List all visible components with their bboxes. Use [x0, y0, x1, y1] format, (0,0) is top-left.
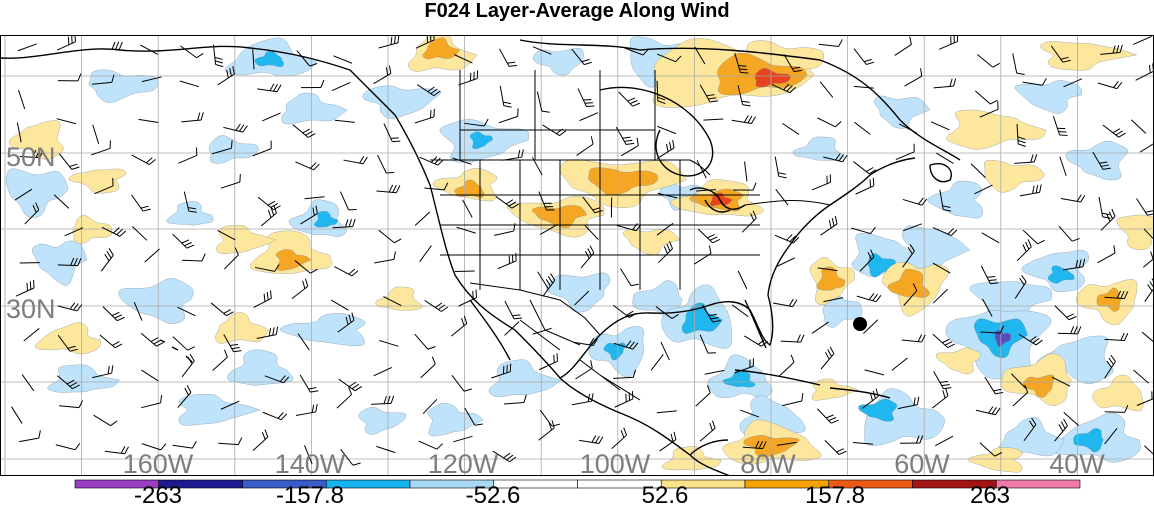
- colorbar: [74, 479, 1081, 489]
- wind-barbs: [11, 35, 1154, 466]
- lon-label-80w: 80W: [740, 449, 796, 479]
- colorbar-label: 263: [969, 482, 1011, 509]
- colorbar-label: -157.8: [275, 482, 345, 509]
- lon-label-40w: 40W: [1049, 449, 1105, 479]
- map-title: F024 Layer-Average Along Wind: [424, 0, 730, 22]
- lat-label-50n: 50N: [6, 142, 56, 172]
- colorbar-label: -263: [133, 482, 183, 509]
- lat-label-30n: 30N: [6, 294, 56, 324]
- lon-label-100w: 100W: [580, 449, 651, 479]
- storm-marker: [853, 317, 867, 331]
- lon-label-120w: 120W: [428, 449, 499, 479]
- colorbar-label: 157.8: [804, 482, 866, 509]
- lon-label-160w: 160W: [123, 449, 194, 479]
- colorbar-label: -52.6: [465, 482, 521, 509]
- colorbar-swatch: [995, 479, 1081, 489]
- colorbar-label: 52.6: [641, 482, 689, 509]
- lon-label-140w: 140W: [275, 449, 346, 479]
- lon-label-60w: 60W: [894, 449, 950, 479]
- colorbar-labels: -263 -157.8 -52.6 52.6 157.8 263: [0, 483, 1154, 511]
